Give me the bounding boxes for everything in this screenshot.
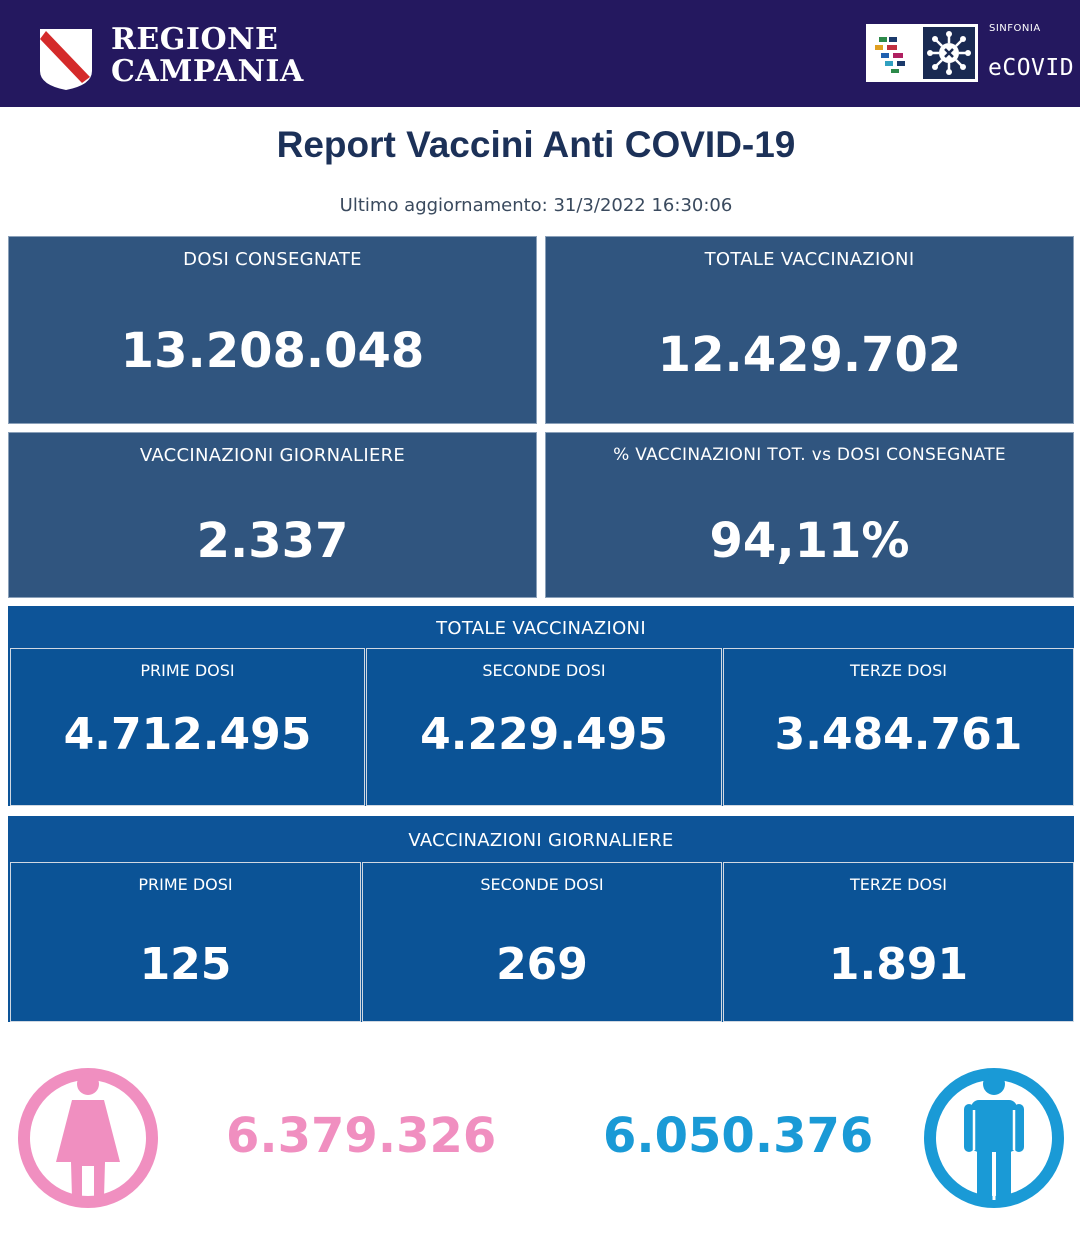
totale-vaccinazioni-band: TOTALE VACCINAZIONI PRIME DOSI 4.712.495… [8, 606, 1074, 806]
cell-terze-dosi: TERZE DOSI 1.891 [723, 862, 1074, 1022]
card-value: 12.429.702 [657, 327, 962, 383]
card-value: 94,11% [709, 513, 910, 569]
female-vaccinations-value: 6.379.326 [226, 1108, 497, 1164]
cell-seconde-dosi: SECONDE DOSI 4.229.495 [366, 648, 722, 806]
male-vaccinations-value: 6.050.376 [603, 1108, 874, 1164]
cell-prime-dosi: PRIME DOSI 4.712.495 [10, 648, 365, 806]
card-value: 2.337 [196, 513, 349, 569]
cell-value: 269 [496, 939, 588, 990]
cell-seconde-dosi: SECONDE DOSI 269 [362, 862, 722, 1022]
cell-label: TERZE DOSI [850, 875, 947, 894]
cell-terze-dosi: TERZE DOSI 3.484.761 [723, 648, 1074, 806]
card-dosi-consegnate: DOSI CONSEGNATE 13.208.048 [8, 236, 537, 424]
card-value: 13.208.048 [120, 323, 425, 379]
cell-label: PRIME DOSI [140, 661, 235, 680]
vaccinazioni-giornaliere-band: VACCINAZIONI GIORNALIERE PRIME DOSI 125 … [8, 816, 1074, 1022]
card-vaccinazioni-giornaliere: VACCINAZIONI GIORNALIERE 2.337 [8, 432, 537, 598]
card-label: TOTALE VACCINAZIONI [704, 249, 915, 270]
region-name-line1: REGIONE [111, 22, 279, 57]
header-bar: REGIONE CAMPANIA [0, 0, 1080, 107]
sinfonia-logo [866, 24, 978, 82]
card-totale-vaccinazioni: TOTALE VACCINAZIONI 12.429.702 [545, 236, 1074, 424]
cell-value: 3.484.761 [774, 709, 1023, 760]
last-update-text: Ultimo aggiornamento: 31/3/2022 16:30:06 [339, 195, 733, 216]
cell-label: SECONDE DOSI [482, 661, 606, 680]
campania-crest-logo [40, 29, 92, 90]
male-icon [924, 1068, 1064, 1208]
page-title: Report Vaccini Anti COVID-19 [276, 124, 796, 165]
brand-name: eCOVID [988, 55, 1075, 81]
region-name: REGIONE CAMPANIA [111, 24, 304, 88]
cell-value: 4.229.495 [420, 709, 668, 760]
card-label: VACCINAZIONI GIORNALIERE [139, 445, 406, 466]
band-title: TOTALE VACCINAZIONI [436, 618, 646, 639]
brand-small-label: SINFONIA [989, 23, 1041, 34]
virus-icon [923, 27, 975, 79]
cell-value: 4.712.495 [63, 709, 312, 760]
card-label: DOSI CONSEGNATE [183, 249, 362, 270]
card-percentuale-vaccinazioni: % VACCINAZIONI TOT. vs DOSI CONSEGNATE 9… [545, 432, 1074, 598]
region-name-line2: CAMPANIA [111, 54, 304, 89]
cell-value: 125 [139, 939, 232, 990]
cell-prime-dosi: PRIME DOSI 125 [10, 862, 361, 1022]
female-icon [18, 1068, 158, 1208]
cell-label: PRIME DOSI [138, 875, 233, 894]
band-title: VACCINAZIONI GIORNALIERE [408, 830, 674, 851]
cell-label: TERZE DOSI [850, 661, 947, 680]
sinfonia-squares-icon [867, 25, 921, 81]
cell-label: SECONDE DOSI [480, 875, 604, 894]
cell-value: 1.891 [828, 939, 969, 990]
card-label: % VACCINAZIONI TOT. vs DOSI CONSEGNATE [613, 445, 1006, 465]
